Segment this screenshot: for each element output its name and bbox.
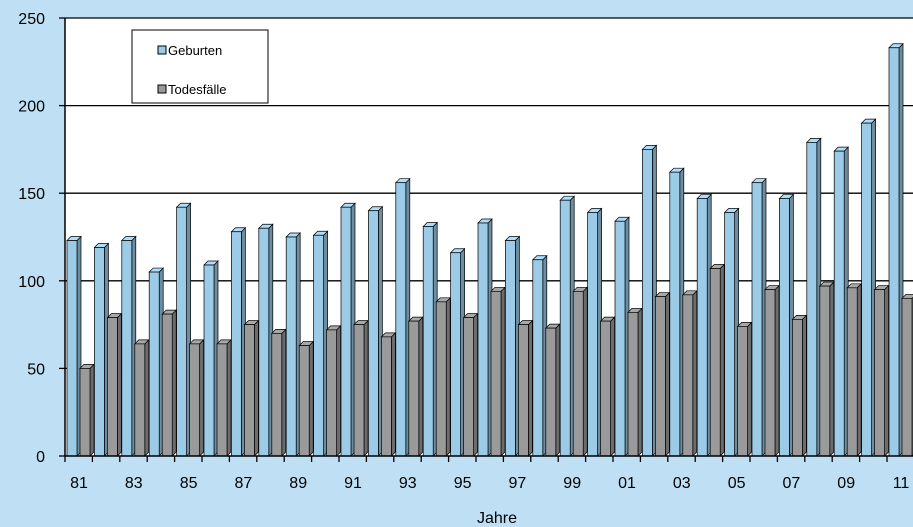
x-tick-label: 01 [618,475,636,492]
x-tick-label: 95 [454,475,472,492]
bar-geburten-94 [422,221,439,457]
y-tick-label: 250 [18,11,45,28]
x-tick-label: 85 [180,475,198,492]
x-tick-label: 93 [399,475,417,492]
bar-geburten-81 [66,235,82,457]
bar-geburten-07 [778,193,795,457]
x-tick-label: 99 [563,475,581,492]
bar-geburten-97 [504,235,521,457]
bar-geburten-02 [641,144,658,457]
bar-todesfaelle-93 [407,316,424,457]
bar-todesfaelle-83 [133,339,150,457]
bar-geburten-90 [312,230,329,457]
bar-todesfaelle-85 [188,339,205,457]
bar-todesfaelle-86 [216,339,232,457]
bar-geburten-95 [449,247,466,457]
bar-geburten-88 [257,223,274,457]
legend-label-todesfaelle: Todesfälle [168,82,227,97]
bar-todesfaelle-03 [681,289,698,457]
bar-geburten-89 [285,232,302,457]
bar-todesfaelle-94 [435,296,452,457]
bar-geburten-99 [559,195,576,457]
x-tick-label: 89 [289,475,307,492]
y-tick-label: 150 [18,186,45,203]
bar-todesfaelle-89 [298,340,315,457]
bar-todesfaelle-00 [599,316,616,457]
bar-geburten-04 [696,193,713,457]
bar-todesfaelle-96 [490,286,506,457]
x-tick-label: 07 [783,475,801,492]
bar-geburten-85 [175,202,192,457]
bar-todesfaelle-11 [901,293,913,457]
bar-todesfaelle-95 [462,312,479,457]
bar-geburten-00 [586,207,603,457]
y-tick-labels: 0 50 100 150 200 250 [18,11,45,466]
bar-geburten-87 [230,226,247,457]
bar-todesfaelle-84 [161,309,178,457]
x-tick-label: 11 [893,475,910,492]
bar-todesfaelle-10 [873,284,890,457]
x-tick-label: 91 [344,475,362,492]
axes [59,17,913,462]
bar-geburten-98 [531,254,548,457]
bar-geburten-86 [203,260,219,457]
bar-geburten-03 [668,167,685,457]
y-tick-label: 0 [36,449,45,466]
bar-geburten-82 [93,242,110,457]
x-tick-label: 83 [125,475,143,492]
bar-geburten-83 [120,235,137,457]
bars [66,42,913,457]
bar-todesfaelle-05 [736,321,753,457]
x-tick-label: 87 [235,475,253,492]
x-tick-label: 97 [509,475,527,492]
bar-geburten-06 [751,177,767,457]
legend-box [131,29,269,104]
bar-todesfaelle-08 [818,281,835,457]
bar-geburten-09 [833,146,850,457]
x-tick-label: 09 [837,475,855,492]
bar-geburten-92 [367,205,384,457]
bar-todesfaelle-92 [380,332,397,457]
bar-geburten-10 [860,118,877,457]
y-tick-label: 100 [18,274,45,291]
bar-todesfaelle-97 [517,319,534,457]
x-axis-title: Jahre [477,510,517,527]
x-tick-label: 81 [70,475,88,492]
bar-todesfaelle-90 [325,325,342,457]
bar-todesfaelle-01 [627,307,643,457]
x-tick-labels: 81 83 85 87 89 91 93 95 97 99 01 03 05 07 09 11 [70,475,909,492]
bar-todesfaelle-06 [764,284,780,457]
bar-todesfaelle-82 [106,312,123,457]
bar-todesfaelle-09 [846,282,863,457]
bar-geburten-93 [394,177,411,457]
bar-todesfaelle-98 [544,323,561,457]
x-tick-label: 05 [728,475,746,492]
bar-geburten-11 [888,42,904,457]
bar-geburten-01 [614,216,630,457]
bar-todesfaelle-91 [353,319,369,457]
x-tick-label: 03 [673,475,691,492]
bar-geburten-08 [805,137,822,457]
bar-todesfaelle-81 [79,363,95,457]
bar-todesfaelle-88 [270,328,287,457]
bar-geburten-96 [477,218,493,457]
bar-todesfaelle-87 [243,319,260,457]
bar-todesfaelle-99 [572,286,589,457]
legend-swatch-todesfaelle [157,84,167,94]
bar-todesfaelle-02 [654,291,671,457]
bar-geburten-05 [723,207,740,457]
legend-swatch-geburten [157,45,167,55]
bar-geburten-84 [148,267,165,457]
legend-label-geburten: Geburten [168,43,222,58]
y-tick-label: 50 [27,361,45,378]
bar-todesfaelle-04 [709,263,726,457]
legend: Geburten Todesfälle [131,29,269,104]
bar-todesfaelle-07 [791,314,808,457]
bar-geburten-91 [340,202,356,457]
y-tick-label: 200 [18,99,45,116]
